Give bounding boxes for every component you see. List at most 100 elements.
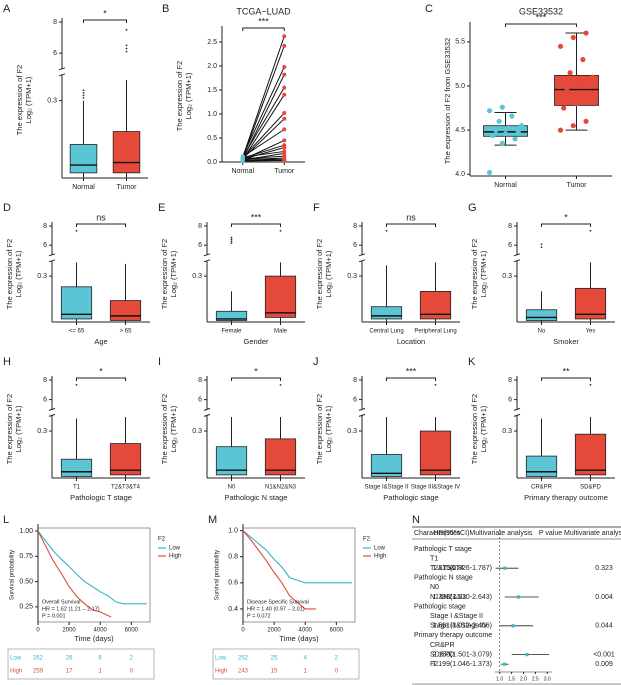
y-axis-label: Log₂ (TPM+1) [184, 72, 193, 119]
pair-line [242, 157, 285, 161]
y-tick-label: 0.3 [47, 97, 57, 104]
point [282, 64, 287, 69]
box [60, 458, 93, 477]
pair-line [242, 45, 285, 159]
x-tick-label: Tumor [274, 168, 295, 175]
significance-bracket [83, 19, 127, 23]
point [282, 138, 287, 143]
legend-label: Low [374, 546, 386, 552]
y-tick-label: 5.5 [455, 39, 465, 46]
axis-break [513, 407, 521, 411]
y-tick-label: 8 [43, 223, 47, 230]
column-header: P value Multivariate analysis [539, 530, 621, 537]
y-axis-label: The expression of F2 [5, 239, 14, 309]
panel-letter: C [425, 3, 433, 15]
x-tick-label: Tumor [567, 182, 588, 189]
y-tick-label: 6 [198, 396, 202, 403]
risk-count: 259 [33, 669, 44, 675]
risk-count: 25 [271, 656, 278, 662]
point [496, 118, 502, 124]
pair-line [242, 87, 285, 158]
risk-count: 17 [66, 669, 73, 675]
significance-bracket [541, 223, 591, 227]
outlier [589, 229, 592, 232]
y-tick-label: 0.3 [192, 273, 202, 280]
pair-line [242, 150, 285, 158]
panel-letter: H [3, 356, 11, 368]
y-axis-label: Log₂ (TPM+1) [169, 250, 178, 297]
box [109, 300, 142, 321]
x-tick-label: 6000 [330, 628, 344, 634]
x-axis-label: Primary therapy outcome [524, 493, 608, 502]
axis-break [513, 259, 521, 263]
y-tick-label: 0.3 [37, 428, 47, 435]
risk-count: 4 [304, 656, 308, 662]
box [370, 454, 403, 477]
outlier [75, 229, 78, 232]
axis-break [203, 407, 211, 411]
x-tick-label: 2000 [267, 628, 281, 634]
axis-break [48, 253, 56, 257]
point [282, 116, 287, 121]
y-axis-label: Log₂ (TPM+1) [24, 76, 33, 123]
box [215, 310, 248, 321]
risk-table [212, 648, 360, 680]
risk-count: 1 [304, 669, 308, 675]
x-axis-label: Pathologic T stage [70, 493, 132, 502]
significance-label: *** [251, 212, 262, 222]
y-tick-label: 2.5 [207, 39, 217, 46]
row-label: Pathologic N stage [414, 575, 473, 582]
point [502, 131, 509, 137]
y-axis-label: Log₂ (TPM+1) [479, 250, 488, 297]
y-tick-label: 8 [53, 19, 57, 26]
x-tick-label: Yes [586, 329, 596, 335]
p-value: 0.004 [595, 594, 613, 601]
panel-letter: F [313, 202, 320, 214]
x-tick-label: 1.0 [496, 676, 503, 682]
risk-count: 1 [99, 669, 103, 675]
axis-break [358, 407, 366, 411]
hazard-ratio [516, 595, 521, 599]
x-tick-label: No [538, 329, 546, 335]
outlier [230, 238, 233, 241]
y-tick-label: 0.0 [207, 159, 217, 166]
outlier [385, 229, 388, 232]
x-tick-label: N0 [228, 485, 236, 491]
y-axis-label: Log₂ (TPM+1) [479, 405, 488, 452]
y-tick-label: 6 [43, 242, 47, 249]
pair-line [242, 112, 285, 159]
y-tick-label: 5.0 [455, 83, 465, 90]
point [577, 83, 583, 89]
point [561, 105, 567, 111]
pair-line [242, 94, 285, 160]
risk-count: 6 [99, 656, 103, 662]
hr-text: 1.788(1.210-2.643) [432, 594, 492, 601]
x-axis-label: Location [397, 337, 425, 346]
x-tick-label: Normal [494, 182, 517, 189]
survival-curve [242, 530, 317, 610]
y-axis-label: The expression of F2 [470, 239, 479, 309]
y-tick-label: 6 [198, 242, 202, 249]
y-axis-label: The expression of F2 [175, 61, 184, 131]
x-tick-label: Normal [231, 168, 254, 175]
significance-label: ** [562, 366, 570, 376]
y-tick-label: 0.75 [19, 553, 33, 560]
significance-label: ns [96, 212, 106, 222]
point [282, 43, 287, 48]
annotation: P = 0.001 [42, 613, 66, 619]
risk-table [7, 648, 155, 680]
x-tick-label: Central Lung [369, 329, 403, 335]
y-tick-label: 0.8 [228, 554, 238, 561]
box [60, 286, 93, 320]
y-axis-label: Survival probability [10, 550, 16, 600]
y-tick-label: 6 [43, 396, 47, 403]
annotation: P = 0.072 [247, 613, 271, 619]
hr-text: 1.561(1.012-2.406) [432, 623, 492, 630]
panel-letter: M [208, 514, 217, 526]
box [69, 144, 98, 174]
x-tick-label: Normal [72, 184, 95, 191]
pair-line [242, 147, 285, 160]
survival-curve [37, 530, 112, 618]
point [580, 56, 586, 63]
